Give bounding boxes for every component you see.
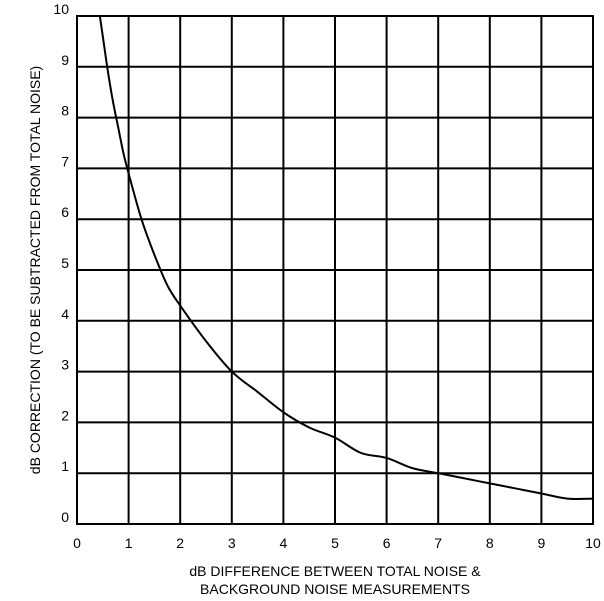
x-tick-label: 10 <box>585 535 601 551</box>
plot-frame <box>76 15 594 525</box>
y-tick-label: 10 <box>53 1 69 17</box>
correction-curve <box>98 16 593 500</box>
y-tick-label: 6 <box>61 204 69 220</box>
x-axis-title-line-1: dB DIFFERENCE BETWEEN TOTAL NOISE & <box>189 563 481 579</box>
grid <box>77 16 593 524</box>
x-tick-label: 5 <box>331 535 339 551</box>
y-tick-label: 4 <box>61 306 69 322</box>
y-axis-title: dB CORRECTION (TO BE SUBTRACTED FROM TOT… <box>27 66 43 474</box>
y-tick-label: 3 <box>61 357 69 373</box>
x-tick-label: 6 <box>383 535 391 551</box>
y-tick-label: 5 <box>61 255 69 271</box>
y-tick-label: 0 <box>61 509 69 525</box>
x-axis-ticks: 0 1 2 3 4 5 6 7 8 9 10 <box>73 535 601 551</box>
x-tick-label: 9 <box>538 535 546 551</box>
x-axis-title-line-2: BACKGROUND NOISE MEASUREMENTS <box>200 581 470 597</box>
y-tick-label: 7 <box>61 153 69 169</box>
y-tick-label: 2 <box>61 407 69 423</box>
x-tick-label: 4 <box>280 535 288 551</box>
y-tick-label: 9 <box>61 52 69 68</box>
x-tick-label: 2 <box>176 535 184 551</box>
y-axis-ticks: 0 1 2 3 4 5 6 7 8 9 10 <box>53 1 69 525</box>
x-tick-label: 3 <box>228 535 236 551</box>
x-tick-label: 8 <box>486 535 494 551</box>
x-tick-label: 7 <box>434 535 442 551</box>
y-tick-label: 1 <box>61 458 69 474</box>
x-tick-label: 1 <box>125 535 133 551</box>
y-tick-label: 8 <box>61 103 69 119</box>
x-tick-label: 0 <box>73 535 81 551</box>
series-layer <box>98 16 593 500</box>
